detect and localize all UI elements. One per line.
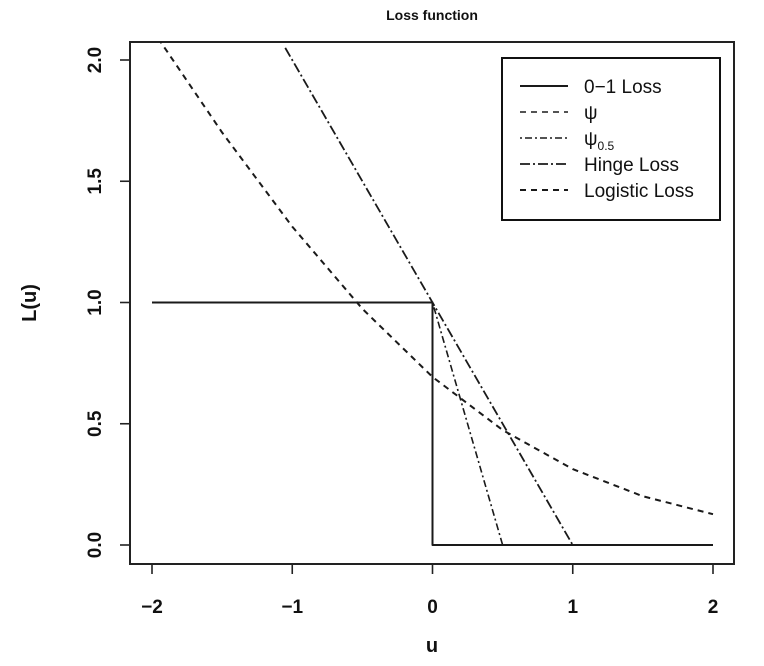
y-tick-label: 0.0 <box>85 532 106 558</box>
series-layer <box>152 42 714 546</box>
legend-label-1: 0−1 Loss <box>584 77 662 98</box>
legend-label-4: Hinge Loss <box>584 155 679 176</box>
legend-label-2: ψ <box>584 103 598 124</box>
x-tick-label: 0 <box>427 597 438 618</box>
axis-layer: −2 −1 0 1 2 0.0 0.5 1.0 1.5 2.0 <box>85 47 718 618</box>
x-tick-label: 1 <box>567 597 578 618</box>
y-axis-label: L(u) <box>19 284 41 322</box>
y-tick-label: 2.0 <box>85 47 106 73</box>
x-tick-label: −2 <box>141 597 163 618</box>
x-tick-label: −1 <box>281 597 303 618</box>
chart-title: Loss function <box>386 7 478 23</box>
series-line-4 <box>284 47 713 546</box>
y-tick-label: 1.0 <box>85 289 106 315</box>
y-tick-label: 0.5 <box>85 410 106 437</box>
legend-label-5: Logistic Loss <box>584 181 694 202</box>
series-line-3 <box>431 302 713 546</box>
x-tick-label: 2 <box>708 597 719 618</box>
y-tick-label: 1.5 <box>85 168 106 195</box>
x-axis-label: u <box>426 635 438 657</box>
